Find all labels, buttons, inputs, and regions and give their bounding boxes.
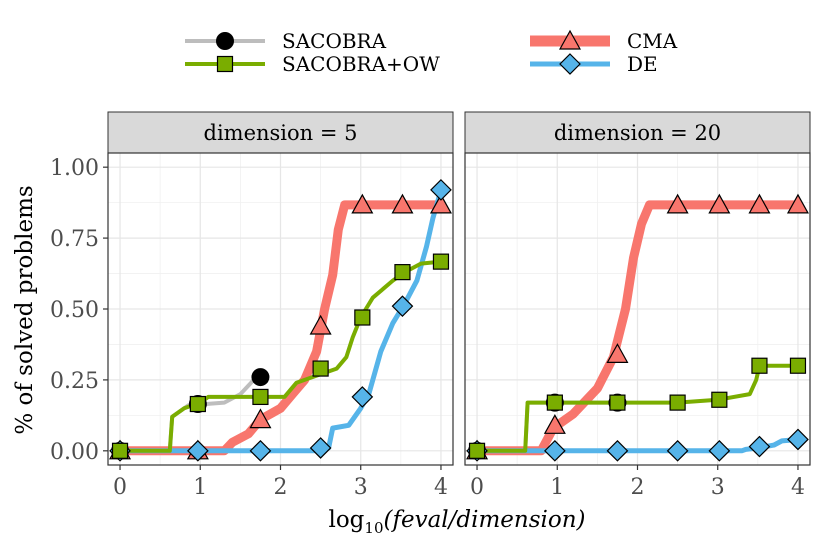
data-point — [606, 343, 629, 363]
data-point — [748, 193, 771, 214]
series-markers — [111, 253, 450, 459]
panel-strip-label: dimension = 5 — [204, 121, 358, 145]
legend-item: DE — [530, 52, 658, 76]
y-tick-label: 0.50 — [50, 298, 99, 323]
x-axis-title-rest: (feval/dimension) — [384, 507, 586, 533]
x-axis-title: log10(feval/dimension) — [328, 507, 585, 537]
legend-marker — [559, 53, 581, 75]
data-point — [787, 428, 809, 451]
data-point — [309, 437, 332, 459]
series-line — [120, 189, 444, 454]
y-tick-label: 1.00 — [50, 156, 99, 181]
legend-label: SACOBRA — [282, 29, 387, 53]
data-point — [430, 179, 452, 201]
data-point — [251, 368, 270, 387]
y-tick-label: 0.75 — [50, 227, 99, 252]
data-point — [249, 439, 272, 462]
data-point — [544, 439, 566, 462]
panel: dimension = 5 0 1 2 3 4 0.00 0.25 0.50 0.75 1.00 — [50, 111, 454, 500]
data-point — [711, 391, 728, 408]
legend-label: SACOBRA+OW — [282, 52, 440, 76]
legend-label: DE — [627, 52, 658, 76]
data-point — [708, 439, 731, 462]
data-point — [249, 408, 272, 429]
data-point — [609, 394, 626, 411]
data-point — [391, 193, 414, 214]
x-axis: 0 1 2 3 4 — [470, 465, 805, 500]
series-markers — [468, 357, 807, 459]
data-point — [708, 193, 731, 214]
data-point — [789, 357, 807, 374]
data-point — [187, 439, 209, 462]
x-tick-label: 1 — [193, 475, 207, 500]
data-point — [252, 388, 269, 406]
x-tick-label: 2 — [631, 475, 645, 500]
data-point — [354, 309, 371, 326]
data-point — [468, 442, 486, 459]
x-tick-label: 4 — [434, 475, 448, 500]
data-point — [351, 193, 374, 214]
legend-item: SACOBRA — [185, 29, 387, 53]
data-point — [111, 442, 129, 459]
panel: dimension = 20 0 1 2 3 4 — [464, 111, 811, 500]
data-point — [432, 253, 450, 270]
data-point — [669, 394, 686, 411]
x-tick-label: 3 — [711, 475, 725, 500]
data-point — [751, 357, 768, 374]
x-tick-label: 0 — [470, 475, 484, 500]
x-tick-label: 4 — [791, 475, 805, 500]
x-tick-label: 1 — [550, 475, 564, 500]
legend-item: SACOBRA+OW — [185, 52, 440, 76]
x-tick-label: 0 — [113, 475, 127, 500]
legend-marker — [558, 29, 582, 50]
data-point — [666, 439, 689, 462]
panels: dimension = 50 1 2 3 40.000.250.500.751.00di… — [50, 111, 811, 500]
legend-marker — [216, 55, 234, 73]
panel-strip-label: dimension = 20 — [554, 121, 721, 145]
data-point — [748, 435, 771, 458]
y-tick-label: 0.00 — [50, 440, 99, 465]
legend-item: CMA — [530, 29, 678, 53]
x-axis: 0 1 2 3 4 — [113, 465, 448, 500]
data-point — [351, 386, 374, 408]
y-axis: 0.00 0.25 0.50 0.75 1.00 — [50, 156, 108, 465]
data-point — [309, 314, 332, 335]
legend-label: CMA — [627, 29, 678, 53]
legend-marker — [216, 32, 234, 50]
data-point — [312, 360, 329, 377]
data-point — [546, 394, 563, 411]
x-axis-title-subscript: 10 — [364, 519, 383, 537]
series-line — [120, 200, 441, 456]
data-point — [606, 439, 629, 462]
grid — [465, 153, 810, 465]
x-tick-label: 2 — [274, 475, 288, 500]
data-point — [391, 295, 414, 318]
data-point — [189, 395, 206, 413]
x-tick-label: 3 — [354, 475, 368, 500]
data-point — [429, 193, 452, 214]
data-point — [394, 264, 411, 281]
y-tick-label: 0.25 — [50, 369, 99, 394]
data-point — [666, 193, 689, 214]
y-axis-title: % of solved problems — [12, 185, 38, 434]
data-point — [543, 414, 566, 434]
data-point — [786, 193, 809, 214]
panel-strip — [464, 111, 811, 154]
x-axis-title-log: log — [328, 507, 364, 533]
